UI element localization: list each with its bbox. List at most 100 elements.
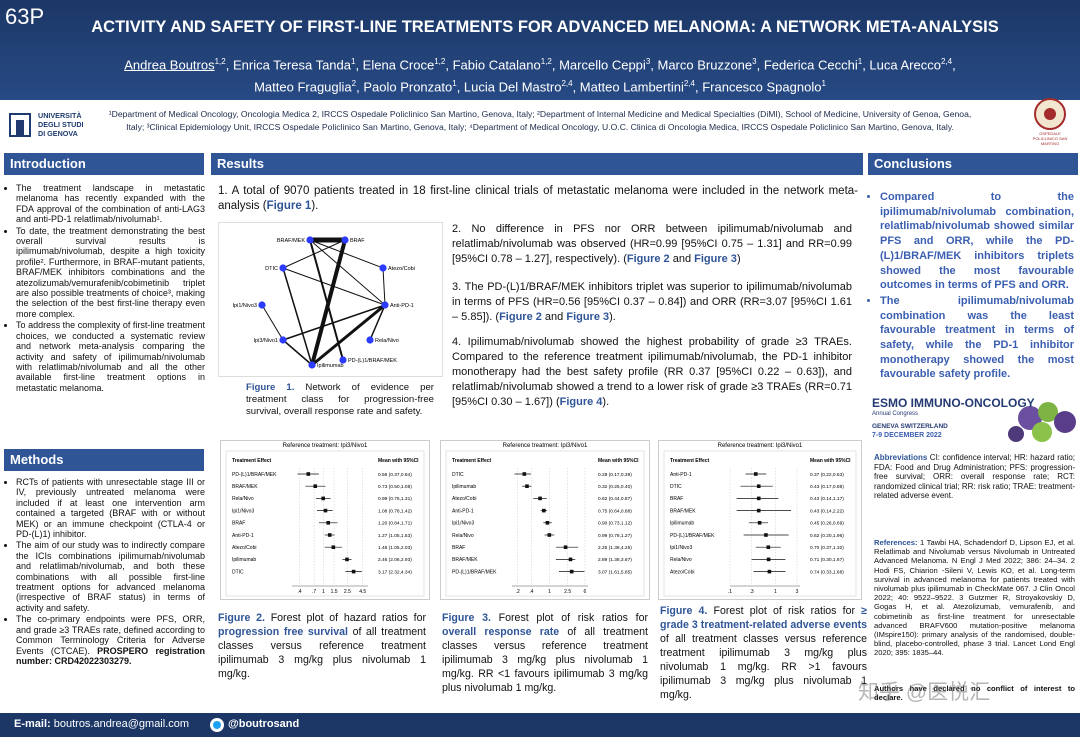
text-run: 2 [351,79,357,89]
text-run: Figure 3. [442,612,491,624]
text-run: 3 [645,57,651,66]
ci-label: 0.45 (0.26,0.69) [810,521,844,527]
estimate [331,545,336,549]
section-heading: Conclusions [868,153,1078,175]
ci-label: 0.99 (0.75,1.31) [378,496,412,502]
text-run: 1 [821,79,826,89]
estimate [756,484,761,488]
text-run: 1 [351,57,356,66]
text-run: progression free survival [218,626,348,638]
x-tick-label: 6 [584,589,587,595]
x-tick-label: .4 [297,589,301,595]
hospital-name: OSPEDALE POLICLINICO SAN MARTINO [1032,131,1068,146]
forest-plot: Reference treatment: Ipi3/Nivo1 Treatment… [440,440,650,600]
row-label: Ipi1/Nivo3 [670,545,692,551]
column-header: Treatment Effect [670,458,710,464]
university-name: UNIVERSITÀ [38,111,82,120]
references: References: 1 Tawbi HA, Schadendorf D, L… [874,538,1075,658]
text-run: Network of evidence per treatment class … [246,382,435,417]
ci-label: 0.99 (0.78,1.27) [598,533,632,539]
x-tick-label: 2.5 [344,589,351,595]
estimate [756,508,761,513]
column-header: Mean with 95%CI [810,458,851,464]
text-run: 3 [752,57,757,66]
text-run: PROSPERO registration number: CRD4202230… [16,645,205,666]
text-run: Forest plot of risk ratios for [707,605,862,617]
text-run: 1,2 [434,57,446,66]
conclusions-text: Compared to the ipilimumab/nivolumab com… [868,190,1074,383]
text-run: 1,2 [540,57,552,66]
section-heading: Methods [4,449,204,471]
section-heading: Results [211,153,863,175]
ci-label: 0.74 (0.33,1.68) [810,569,844,575]
text-run: Compared to the ipilimumab/nivolumab com… [880,191,1074,292]
ci-label: 1.08 (0.78,1.42) [378,508,412,514]
node-label: BRAF/MEK [277,238,305,244]
estimate [321,496,325,501]
text-run: Forest plot of risk ratios for [490,612,648,624]
author-line: Matteo Fraguglia2, Paolo Pronzato1, Luci… [120,74,960,96]
bullet: Compared to the ipilimumab/nivolumab com… [880,190,1074,293]
ci-label: 1.20 (0.84,1.71) [378,521,412,527]
ci-label: 0.37 (0.22,0.63) [810,472,844,478]
x-tick-label: 1 [548,589,551,595]
ci-label: 1.27 (1.05,1.53) [378,533,412,539]
text-run: 1 Tawbi HA, Schadendorf D, Lipson EJ, et… [874,538,1075,658]
text-run: , Marcello Ceppi [551,57,646,73]
network-edge [282,339,313,366]
plot-frame [658,440,862,600]
text-run: ) [736,253,741,265]
text-run: Figure 4 [559,396,603,408]
row-label: BRAF/MEK [232,484,258,490]
text-run: Figure 1. [246,382,295,393]
author-line: Andrea Boutros1,2, Enrica Teresa Tanda1,… [120,52,960,74]
text-run: of all treatment classes versus referenc… [442,626,648,694]
congress-subtitle: Annual Congress [872,411,919,417]
bullet: To date, the treatment demonstrating the… [16,226,205,320]
x-tick-label: 4.5 [359,589,366,595]
watermark: 知乎 @医悦汇 [858,681,991,704]
ci-label: 0.43 (0.14,2.22) [810,508,844,514]
text-run: 1. A total of 9070 patients treated in 1… [218,185,858,212]
node-label: Atezo/Cobi [388,266,415,272]
section-heading: Introduction [4,153,204,175]
estimate [766,545,771,549]
node-label: Anti-PD-1 [390,303,414,309]
bullet: To address the complexity of first-line … [16,320,205,393]
column-header: Mean with 95%CI [598,458,639,464]
footer: E-mail: boutros.andrea@gmail.com @boutro… [0,713,1080,737]
estimate [547,533,552,537]
estimate [326,521,331,525]
university-logo: UNIVERSITÀ DEGLI STUDI DI GENOVA [8,110,98,142]
network-edge [369,304,386,341]
plot-frame [220,440,430,600]
row-label: Ipilimumab [452,484,476,490]
text-run: , Paolo Pronzato [356,79,453,95]
ci-label: 0.62 (0.44,0.87) [598,496,632,502]
university-emblem [9,113,31,137]
row-label: BRAF/MEK [452,557,478,563]
ci-label: 2.46 (2.06,2.93) [378,557,412,563]
text-run: and [541,311,567,323]
methods-text: RCTs of patients with unresectable stage… [4,477,205,667]
text-run: Andrea Boutros [124,57,215,73]
row-label: Ipi1/Nivo3 [452,521,474,527]
text-run: Figure 3 [566,311,610,323]
network-edge [309,239,384,269]
node-label: Ipilimumab [317,363,344,369]
header-band [0,0,1080,100]
text-run: The aim of our study was to indirectly c… [16,540,205,613]
ci-label: 3.17 (2.32,4.34) [378,569,412,575]
estimate [756,496,761,501]
text-run: ). [609,311,616,323]
row-label: PD-(L)1/BRAF/MEK [670,533,715,539]
network-node [306,236,314,244]
text-run: 3. The PD-(L)1/BRAF/MEK inhibitors tripl… [452,281,852,323]
bullet: The treatment landscape in metastatic me… [16,183,205,225]
estimate [569,569,574,574]
column-header: Mean with 95%CI [378,458,419,464]
estimate [764,533,768,537]
text-run: , Francesco Spagnolo [694,79,822,95]
text-run: and [669,253,695,265]
